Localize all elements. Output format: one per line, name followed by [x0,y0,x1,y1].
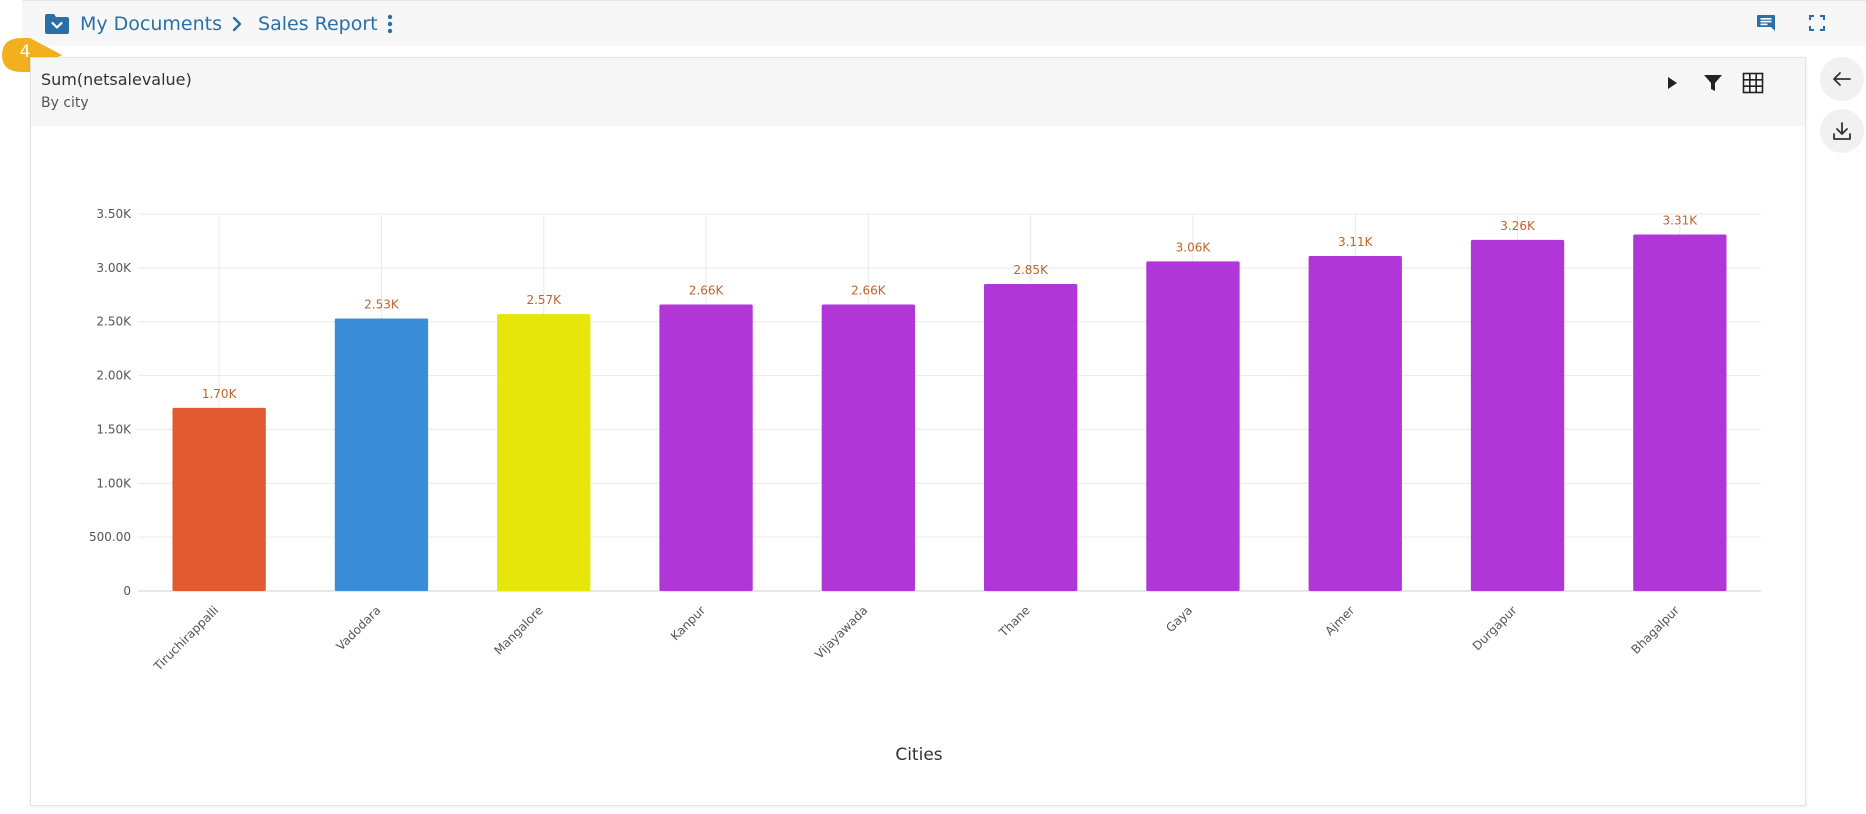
x-tick-label: Kanpur [668,603,708,643]
x-tick-label: Gaya [1163,603,1195,635]
bar-value-label: 3.31K [1663,213,1699,227]
bar-value-label: 2.53K [364,297,400,311]
filter-icon[interactable] [1703,73,1723,93]
back-button[interactable] [1820,57,1864,101]
x-axis-label: Cities [895,745,942,765]
x-tick-label: Ajmer [1322,603,1357,638]
bar[interactable] [1308,256,1402,591]
breadcrumb-root-link[interactable]: My Documents [80,13,223,35]
bar-value-label: 2.66K [851,283,887,297]
x-tick-label: Thane [996,603,1033,640]
y-tick-label: 1.00K [96,476,132,490]
bar[interactable] [821,304,916,591]
y-tick-label: 2.50K [96,315,132,329]
bar[interactable] [497,314,591,591]
x-tick-label: Bhagalpur [1628,603,1682,657]
chevron-right-icon [232,16,242,32]
y-tick-label: 500.00 [89,530,131,544]
x-tick-label: Mangalore [491,603,545,657]
x-tick-label: Vijayawada [812,603,870,661]
folder-icon[interactable] [44,13,70,35]
chart-title: Sum(netsalevalue) [41,70,192,89]
y-tick-label: 3.00K [96,261,132,275]
bar[interactable] [983,284,1078,591]
x-tick-label: Tiruchirappalli [150,603,221,674]
bar-value-label: 2.57K [526,293,562,307]
top-header-bar: My Documents Sales Report [22,0,1866,46]
chart-subtitle: By city [41,95,89,111]
y-tick-label: 0 [123,584,131,598]
bar-value-label: 2.85K [1013,263,1049,277]
more-options-icon[interactable] [386,13,394,35]
bar[interactable] [1470,239,1565,591]
bar-value-label: 3.06K [1176,240,1212,254]
chart-card: Sum(netsalevalue) By city 0 500.00 1.00K 1.… [30,57,1806,806]
step-badge [2,38,62,72]
bar-value-label: 3.11K [1338,235,1374,249]
bar-value-label: 1.70K [202,387,238,401]
x-tick-label: Vadodara [333,603,383,653]
x-tick-label: Durgapur [1470,603,1520,653]
chart-bars: 1.70K 2.53K 2.57K 2.66K 2.66K 2.85K 3.06K 3.11K… [172,213,1727,592]
step-badge-number: 4 [19,42,31,62]
breadcrumb: My Documents Sales Report [44,11,394,37]
y-tick-label: 2.00K [96,369,132,383]
bar[interactable] [172,407,266,591]
bar[interactable] [1633,234,1727,592]
bar[interactable] [1146,261,1240,591]
x-axis-ticks: Tiruchirappalli Vadodara Mangalore Kanpur Vi… [150,603,1682,674]
comment-icon[interactable] [1756,14,1776,32]
bar[interactable] [334,318,429,591]
bar-value-label: 3.26K [1500,219,1536,233]
breadcrumb-current[interactable]: Sales Report [258,13,378,35]
y-tick-label: 3.50K [96,207,132,221]
table-view-icon[interactable] [1742,72,1764,94]
bar-value-label: 2.66K [689,283,725,297]
arrow-left-icon [1833,72,1851,86]
y-tick-label: 1.50K [96,422,132,436]
y-axis-ticks: 0 500.00 1.00K 1.50K 2.00K 2.50K 3.00K 3.50K [89,207,132,598]
bar[interactable] [659,304,753,591]
right-side-rail [1814,57,1866,814]
chart-card-header: Sum(netsalevalue) By city [31,58,1805,126]
bar-chart: 0 500.00 1.00K 1.50K 2.00K 2.50K 3.00K 3.50K 1.… [89,207,1761,765]
play-icon[interactable] [1664,75,1680,91]
download-button[interactable] [1820,109,1864,153]
fullscreen-icon[interactable] [1808,14,1826,32]
download-icon [1833,122,1851,140]
